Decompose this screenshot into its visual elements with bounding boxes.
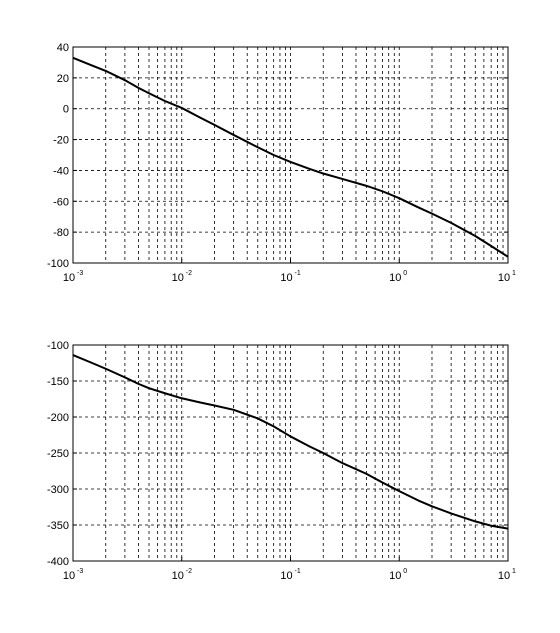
y-tick-label: -150: [47, 376, 69, 388]
y-tick-label: -60: [53, 196, 69, 208]
x-tick-label: 10: [172, 272, 184, 284]
y-tick-label: -300: [47, 484, 69, 496]
y-tick-label: 0: [63, 104, 69, 116]
x-tick-exponent: -2: [186, 270, 192, 277]
x-tick-exponent: -1: [295, 270, 301, 277]
x-tick-label: 10: [172, 570, 184, 582]
x-tick-exponent: -1: [295, 568, 301, 575]
y-tick-label: -100: [47, 340, 69, 352]
x-tick-exponent: -2: [186, 568, 192, 575]
y-tick-label: -20: [53, 135, 69, 147]
y-tick-label: -250: [47, 448, 69, 460]
x-tick-exponent: -3: [77, 568, 83, 575]
y-tick-label: 40: [57, 42, 69, 54]
x-tick-exponent: 1: [512, 568, 516, 575]
series-line: [72, 56, 509, 258]
x-tick-exponent: 0: [403, 270, 407, 277]
y-tick-label: -400: [47, 556, 69, 568]
y-tick-label: -100: [47, 258, 69, 270]
x-tick-label: 10: [389, 570, 401, 582]
y-tick-label: -80: [53, 227, 69, 239]
y-tick-label: -40: [53, 165, 69, 177]
axes-frame: [72, 46, 509, 264]
x-tick-label: 10: [498, 272, 510, 284]
x-tick-label: 10: [63, 570, 75, 582]
series-line: [72, 354, 509, 530]
axes-frame: [72, 344, 509, 562]
x-tick-label: 10: [498, 570, 510, 582]
y-tick-label: 20: [57, 73, 69, 85]
y-tick-label: -350: [47, 520, 69, 532]
x-tick-exponent: 0: [403, 568, 407, 575]
x-tick-label: 10: [63, 272, 75, 284]
y-tick-label: -200: [47, 412, 69, 424]
x-tick-exponent: 1: [512, 270, 516, 277]
x-tick-exponent: -3: [77, 270, 83, 277]
x-tick-label: 10: [280, 272, 292, 284]
x-tick-label: 10: [280, 570, 292, 582]
x-tick-label: 10: [389, 272, 401, 284]
